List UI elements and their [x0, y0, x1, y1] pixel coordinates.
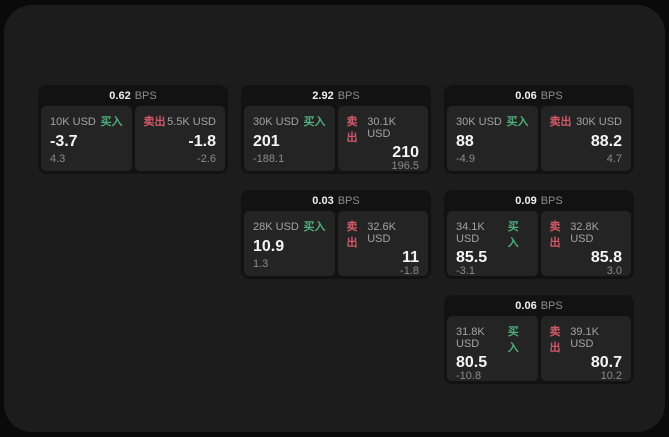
spread-header: 2.92 BPS [241, 85, 431, 106]
buy-label: 买入 [303, 221, 326, 233]
spread-value: 0.03 [312, 194, 334, 207]
spread-value: 0.06 [515, 299, 537, 312]
sell-price: 85.8 [590, 249, 622, 266]
buy-delta: -10.8 [456, 370, 482, 382]
sell-delta: 196.5 [391, 160, 419, 172]
sell-label: 卖出 [346, 116, 358, 144]
buy-price: 10.9 [253, 237, 285, 255]
spread-header: 0.09 BPS [444, 190, 634, 211]
buy-delta: -4.9 [456, 153, 475, 165]
spread-header: 0.06 BPS [444, 85, 634, 106]
sell-amount: 5.5K USD [167, 116, 216, 128]
buy-label: 买入 [303, 116, 326, 128]
buy-tile[interactable]: 30K USD 买入 201 -188.1 [244, 106, 335, 171]
buy-amount: 31.8K USD [456, 326, 485, 350]
sell-delta: 4.7 [606, 153, 622, 165]
spread-header: 0.03 BPS [241, 190, 431, 211]
sell-price: 88.2 [590, 132, 622, 150]
quote-card: 0.09 BPS 34.1K USD 买入 85.5 -3.1 卖出 32.8K… [444, 190, 634, 279]
buy-delta: 4.3 [50, 153, 66, 165]
sell-amount: 32.6K USD [367, 221, 396, 245]
sell-tile[interactable]: 卖出 30K USD 88.2 4.7 [540, 106, 631, 171]
spread-value: 0.62 [109, 89, 131, 102]
sell-price: -1.8 [188, 132, 216, 150]
buy-price: 88 [456, 132, 474, 150]
spread-value: 0.06 [515, 89, 537, 102]
buy-amount: 30K USD [253, 116, 299, 128]
spread-header: 0.06 BPS [444, 295, 634, 316]
quotes-panel: 0.62 BPS 10K USD 买入 -3.7 4.3 卖出 5.5K USD… [4, 5, 665, 432]
quote-card: 0.06 BPS 31.8K USD 买入 80.5 -10.8 卖出 39.1… [444, 295, 634, 384]
buy-price: 80.5 [456, 354, 488, 371]
buy-delta: -188.1 [253, 153, 285, 165]
sell-tile[interactable]: 卖出 32.8K USD 85.8 3.0 [540, 211, 631, 277]
buy-label: 买入 [507, 221, 519, 249]
sell-amount: 39.1K USD [570, 326, 599, 350]
sell-label: 卖出 [346, 221, 358, 249]
buy-amount: 10K USD [50, 116, 96, 128]
sell-label: 卖出 [549, 326, 561, 354]
spread-header: 0.62 BPS [38, 85, 228, 106]
buy-price: -3.7 [50, 132, 78, 150]
buy-tile[interactable]: 31.8K USD 买入 80.5 -10.8 [447, 316, 538, 382]
spread-unit: BPS [337, 194, 360, 207]
spread-unit: BPS [540, 89, 563, 102]
buy-label: 买入 [100, 116, 123, 128]
quote-card: 0.06 BPS 30K USD 买入 88 -4.9 卖出 30K USD 8… [444, 85, 634, 174]
buy-tile[interactable]: 30K USD 买入 88 -4.9 [447, 106, 538, 171]
sell-label: 卖出 [143, 116, 166, 128]
sell-label: 卖出 [549, 221, 561, 249]
sell-delta: -1.8 [400, 265, 419, 277]
sell-tile[interactable]: 卖出 32.6K USD 11 -1.8 [337, 211, 428, 277]
buy-delta: -3.1 [456, 265, 475, 277]
quote-card: 0.03 BPS 28K USD 买入 10.9 1.3 卖出 32.6K US… [241, 190, 431, 279]
spread-unit: BPS [540, 194, 563, 207]
spread-unit: BPS [134, 89, 157, 102]
quote-card: 2.92 BPS 30K USD 买入 201 -188.1 卖出 30.1K … [241, 85, 431, 174]
sell-delta: 3.0 [606, 265, 622, 277]
buy-price: 85.5 [456, 249, 488, 266]
sell-price: 11 [402, 249, 419, 266]
buy-label: 买入 [506, 116, 529, 128]
sell-label: 卖出 [549, 116, 572, 128]
sell-delta: 10.2 [600, 370, 622, 382]
sell-amount: 30K USD [576, 116, 622, 128]
buy-amount: 28K USD [253, 221, 299, 233]
spread-unit: BPS [337, 89, 360, 102]
sell-price: 210 [392, 144, 419, 161]
buy-tile[interactable]: 34.1K USD 买入 85.5 -3.1 [447, 211, 538, 277]
sell-tile[interactable]: 卖出 30.1K USD 210 196.5 [337, 106, 428, 172]
buy-delta: 1.3 [253, 258, 269, 270]
buy-amount: 30K USD [456, 116, 502, 128]
buy-price: 201 [253, 132, 280, 150]
buy-label: 买入 [507, 326, 519, 354]
spread-unit: BPS [540, 299, 563, 312]
sell-price: 80.7 [590, 354, 622, 371]
spread-value: 2.92 [312, 89, 334, 102]
quote-card: 0.62 BPS 10K USD 买入 -3.7 4.3 卖出 5.5K USD… [38, 85, 228, 174]
sell-tile[interactable]: 卖出 5.5K USD -1.8 -2.6 [134, 106, 225, 171]
sell-amount: 30.1K USD [367, 116, 396, 140]
spread-value: 0.09 [515, 194, 537, 207]
buy-tile[interactable]: 28K USD 买入 10.9 1.3 [244, 211, 335, 276]
buy-tile[interactable]: 10K USD 买入 -3.7 4.3 [41, 106, 132, 171]
sell-delta: -2.6 [197, 153, 216, 165]
buy-amount: 34.1K USD [456, 221, 485, 245]
sell-amount: 32.8K USD [570, 221, 599, 245]
sell-tile[interactable]: 卖出 39.1K USD 80.7 10.2 [540, 316, 631, 382]
